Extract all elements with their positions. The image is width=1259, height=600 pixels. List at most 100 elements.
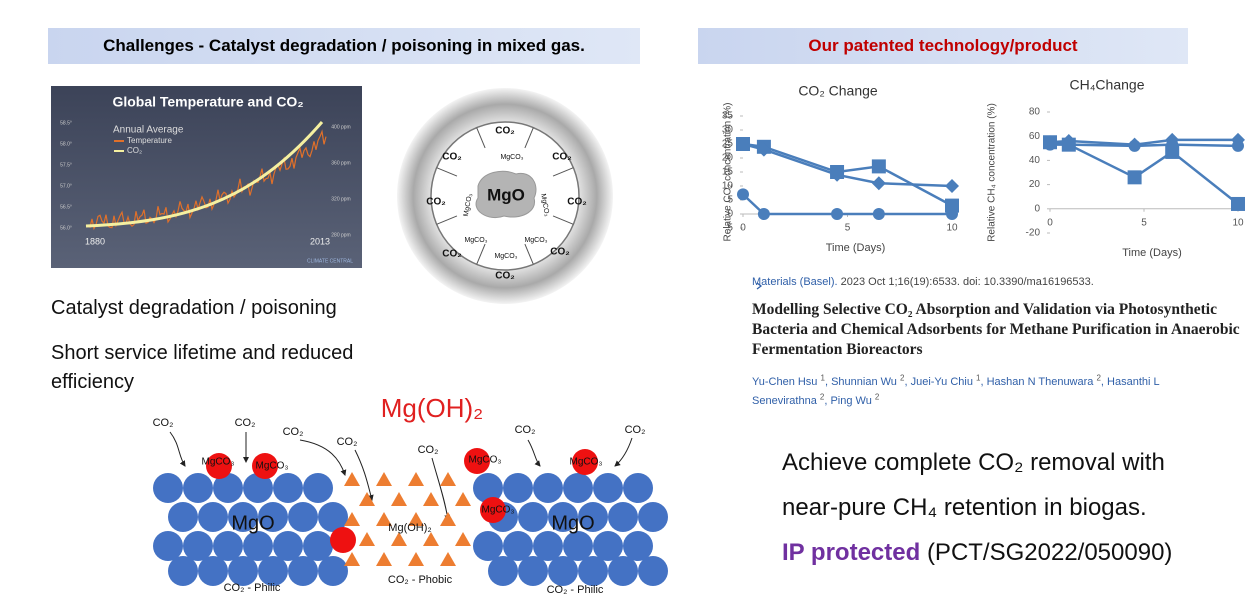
author: Yu-Chen Hsu 1 — [752, 373, 828, 388]
author: Juei-Yu Chiu 1 — [910, 373, 984, 388]
mgo-particle — [548, 502, 578, 532]
mgco3-label: MgCO₃ — [482, 505, 515, 516]
mgo-particle — [228, 502, 258, 532]
y-tick-label: 60 — [1029, 131, 1041, 142]
mgo-particle — [578, 502, 608, 532]
y-tick-label: 40 — [1029, 155, 1041, 166]
shell-divider — [552, 215, 574, 225]
hydroxide-particle — [408, 552, 424, 566]
marker-circle — [946, 208, 958, 220]
mgo-label: MgO — [231, 512, 274, 534]
marker-square — [1231, 196, 1245, 211]
y-tick-label: 20 — [1029, 179, 1041, 190]
mgo-particle — [503, 531, 533, 561]
co2-curve — [85, 121, 324, 228]
mgo-particle — [198, 556, 228, 586]
marker-circle — [1232, 139, 1244, 152]
author-name: Yu-Chen Hsu — [752, 375, 818, 388]
zone-label: CO₂ - Philic — [224, 582, 281, 594]
paper-title: Modelling Selective CO₂ Absorption and V… — [752, 301, 1240, 358]
marker-square — [1061, 137, 1076, 152]
mgo-particle — [183, 531, 213, 561]
mgo-particle — [608, 502, 638, 532]
y-tick-label: 10 — [722, 181, 734, 192]
axis-label: 360 ppm — [331, 160, 350, 166]
carbonate-particle — [464, 448, 490, 474]
claim: Achieve complete CO₂ removal with near-p… — [782, 440, 1172, 575]
mgo-particle — [623, 473, 653, 503]
mgo-particle — [243, 531, 273, 561]
author: Hashan N Thenuwara 2 — [987, 373, 1104, 388]
series-line — [1050, 143, 1239, 148]
hydroxide-particle — [391, 492, 407, 506]
mgo-particle — [518, 556, 548, 586]
mgo-particle — [548, 556, 578, 586]
mgo-particle — [608, 556, 638, 586]
co2-label: CO₂ — [625, 424, 646, 436]
carbonate-particle — [480, 497, 506, 523]
y-tick-label: 20 — [722, 153, 734, 164]
marker-diamond — [871, 176, 886, 191]
hydroxide-particle — [391, 532, 407, 546]
brand: CLIMATE CENTRAL — [307, 258, 353, 264]
hydroxide-particle — [376, 552, 392, 566]
mgco3-label: MgCO₃ — [524, 237, 547, 244]
marker-square — [1127, 170, 1142, 185]
carbonate-particle — [572, 449, 598, 475]
y-tick-label: 80 — [1029, 107, 1041, 118]
mgo-particle — [473, 473, 503, 503]
mgo-particle — [198, 502, 228, 532]
mgco3-label: MgCO₃ — [202, 457, 235, 468]
axis-label: 320 ppm — [331, 196, 350, 202]
co2-label: CO₂ — [426, 197, 445, 208]
legend-entry: CO₂ — [127, 146, 142, 155]
marker-diamond — [756, 142, 771, 157]
journal: Materials (Basel). — [752, 276, 838, 288]
mgo-particle — [168, 556, 198, 586]
x-tick-label: 10 — [946, 223, 958, 234]
image-title: Global Temperature and CO₂ — [112, 94, 303, 110]
affiliation: 2 — [874, 392, 880, 402]
shell-divider — [524, 127, 534, 149]
mgco3-label: MgCO₃ — [539, 193, 550, 217]
marker-circle — [1128, 139, 1141, 152]
author-name: Juei-Yu Chiu — [910, 375, 973, 388]
chart-title: CH₄Change — [1070, 77, 1145, 93]
mgo-particle — [593, 473, 623, 503]
claim-line: near-pure CH₄ retention in biogas. — [782, 494, 1147, 521]
co2-label: CO₂ — [515, 424, 536, 436]
author-name: Shunnian Wu — [831, 375, 897, 388]
mgo-particle — [213, 473, 243, 503]
mgo-particle — [503, 473, 533, 503]
mgo-particle — [303, 531, 333, 561]
y-tick-label: 0 — [1034, 203, 1040, 214]
mgco3-label: MgCO₃ — [463, 193, 474, 217]
citation-details: 2023 Oct 1;16(19):6533. doi: 10.3390/ma1… — [840, 276, 1094, 288]
y-tick-label: 0 — [727, 209, 733, 220]
core-label: MgO — [487, 185, 525, 204]
mgo-particle — [273, 531, 303, 561]
co2-label: CO₂ — [153, 417, 174, 429]
co2-label: CO₂ — [495, 271, 514, 282]
y-tick-label: 25 — [722, 139, 734, 150]
x-tick-label: 10 — [1232, 217, 1244, 228]
shell-divider — [476, 243, 486, 265]
y-axis-label: Relative CH₄ concentration (%) — [987, 103, 998, 242]
bullet-point: Catalyst degradation / poisoning — [51, 297, 337, 319]
axis-label: 1880 — [85, 236, 105, 246]
x-axis-label: Time (Days) — [1122, 247, 1181, 259]
mgo-label: MgO — [551, 512, 594, 534]
hydroxide-particle — [344, 472, 360, 486]
affiliation: 2 — [900, 373, 905, 382]
axis-label: 280 ppm — [331, 232, 350, 238]
y-tick-label: -20 — [1026, 228, 1041, 239]
mgo-particle — [303, 473, 333, 503]
mgo-particle — [533, 473, 563, 503]
mgo-particle — [168, 502, 198, 532]
y-tick-label: -5 — [724, 223, 733, 234]
axis-label: 57.0° — [60, 183, 72, 189]
axis-label: 56.0° — [60, 225, 72, 231]
mgo-particle — [318, 502, 348, 532]
marker-square — [871, 159, 886, 174]
